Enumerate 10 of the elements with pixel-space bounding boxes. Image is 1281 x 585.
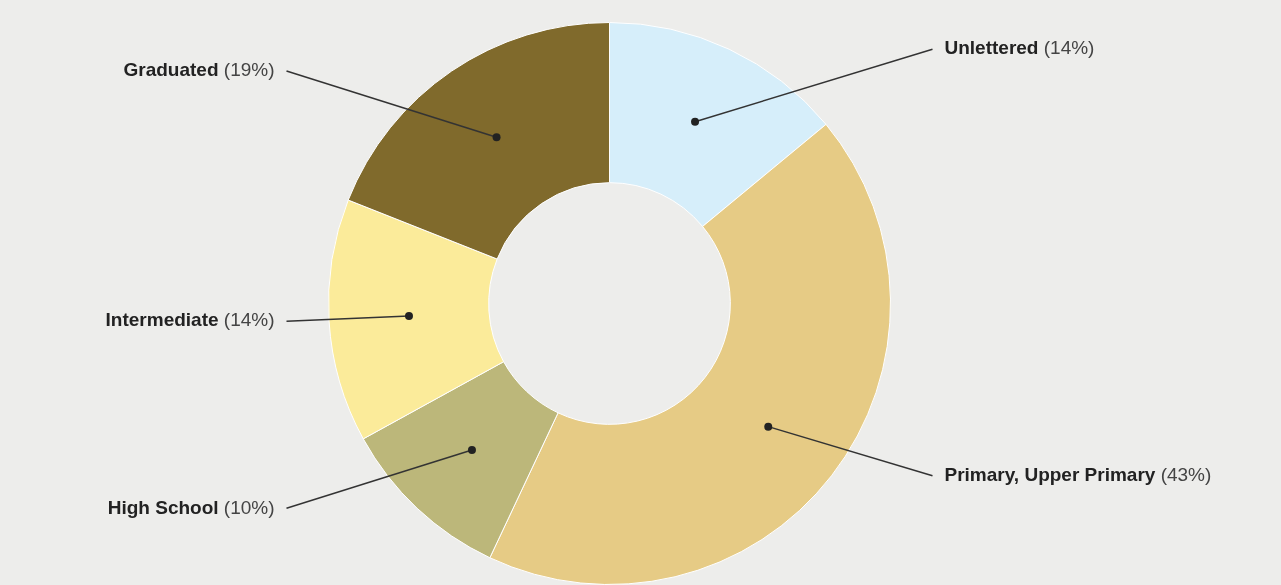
slice-label: High School	[107, 496, 219, 518]
data-label: (14%)	[1043, 37, 1095, 59]
slice-label: Unlettered	[944, 37, 1039, 59]
slice-label: Primary, Upper Primary	[944, 463, 1156, 485]
data-label: (10%)	[223, 496, 275, 518]
slice-label: Graduated	[123, 59, 219, 81]
data-label: (43%)	[1160, 463, 1212, 485]
slice-label: Intermediate	[105, 309, 219, 331]
data-label: (19%)	[223, 59, 275, 81]
data-label: (14%)	[223, 309, 275, 331]
